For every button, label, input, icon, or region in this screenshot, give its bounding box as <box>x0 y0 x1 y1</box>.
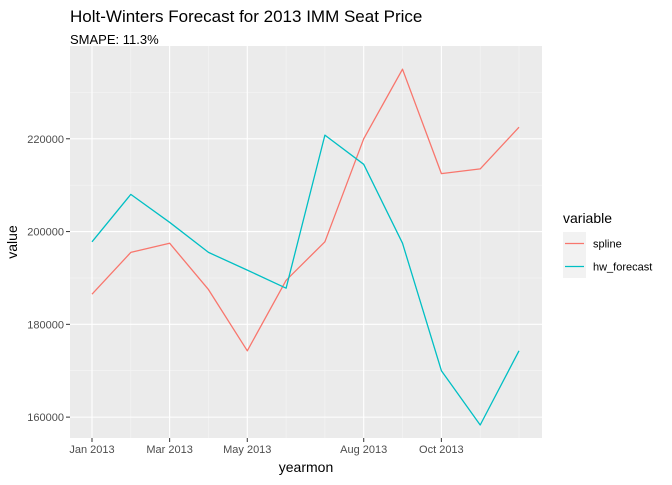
x-axis-title: yearmon <box>279 459 333 475</box>
chart-title: Holt-Winters Forecast for 2013 IMM Seat … <box>70 7 422 26</box>
y-tick-label: 180000 <box>27 319 64 331</box>
x-tick-label: Jan 2013 <box>69 444 114 456</box>
x-tick-label: Aug 2013 <box>340 444 387 456</box>
series-line-spline <box>91 68 520 352</box>
x-axis: Jan 2013 Mar 2013 May 2013 Aug 2013 Oct 2013 <box>69 438 464 456</box>
legend-label: hw_forecast <box>593 262 652 274</box>
plot-panel <box>70 46 542 438</box>
legend-label: spline <box>593 239 622 251</box>
x-tick-label: Oct 2013 <box>419 444 464 456</box>
x-tick-label: Mar 2013 <box>146 444 192 456</box>
legend-title: variable <box>563 210 612 226</box>
y-axis-title: value <box>4 225 20 259</box>
y-tick-label: 220000 <box>27 134 64 146</box>
chart-subtitle: SMAPE: 11.3% <box>70 32 159 47</box>
y-axis: 160000 180000 200000 220000 <box>27 134 70 424</box>
x-tick-label: May 2013 <box>223 444 271 456</box>
series-layer <box>91 68 520 426</box>
legend: variable spline hw_forecast <box>563 210 652 278</box>
grid-major <box>70 46 542 438</box>
y-tick-label: 200000 <box>27 227 64 239</box>
series-line-hw_forecast <box>91 134 520 426</box>
y-tick-label: 160000 <box>27 412 64 424</box>
